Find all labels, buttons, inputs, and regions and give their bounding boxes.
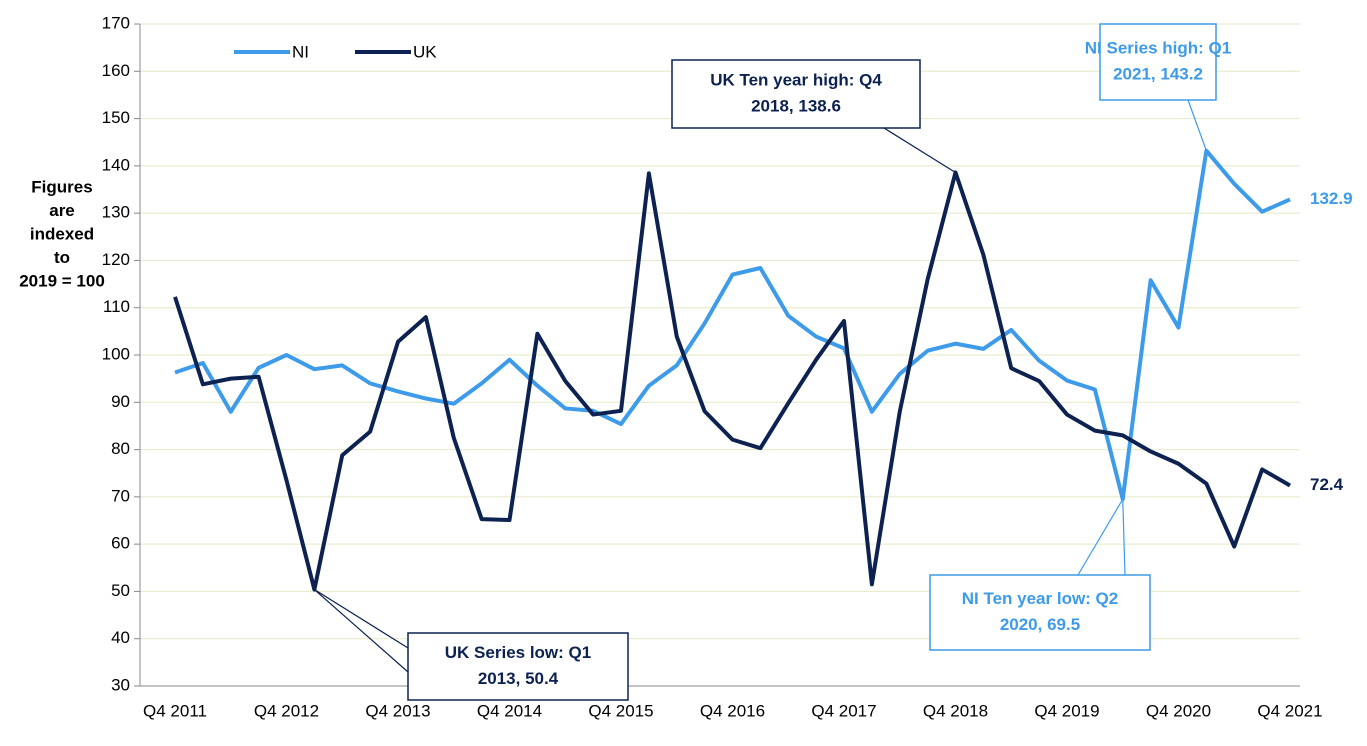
line-series (174, 148, 1291, 502)
y-tick-label: 90 (111, 392, 130, 411)
y-tick-label: 110 (103, 297, 130, 316)
annotation-leader (1077, 498, 1124, 576)
y-tick-label: 40 (111, 628, 130, 647)
y-axis-label: Figures (31, 177, 92, 196)
annotation-box (407, 632, 629, 701)
legend-label: NI (292, 42, 309, 61)
annotation-text: 2021, 143.2 (1113, 64, 1203, 83)
annotation-box (671, 59, 921, 129)
annotation-box (929, 574, 1151, 651)
y-tick-label: 140 (102, 155, 130, 174)
annotation-leader (883, 127, 956, 173)
y-tick-label: 60 (111, 534, 130, 553)
annotation-leader (313, 589, 409, 673)
y-axis-label: 2019 = 100 (19, 271, 105, 290)
legend-label: UK (413, 42, 437, 61)
annotation-text: NI Ten year low: Q2 (962, 589, 1119, 608)
end-label: 132.9 (1310, 189, 1353, 208)
x-tick-label: Q4 2013 (365, 701, 430, 720)
annotation-text: UK Ten year high: Q4 (710, 70, 882, 89)
y-tick-label: 100 (102, 344, 130, 363)
y-tick-label: 30 (111, 675, 130, 694)
x-tick-label: Q4 2020 (1146, 701, 1211, 720)
y-tick-label: 50 (111, 581, 130, 600)
y-tick-label: 120 (102, 250, 130, 269)
annotation-leader (314, 589, 409, 649)
y-tick-label: 160 (102, 61, 130, 80)
y-tick-label: 150 (102, 108, 130, 127)
x-tick-label: Q4 2011 (143, 701, 207, 720)
y-axis-label: are (49, 201, 75, 220)
y-tick-label: 70 (111, 486, 130, 505)
annotation-box (1099, 23, 1217, 101)
annotation-text: NI Series high: Q1 (1085, 38, 1231, 57)
y-tick-label: 170 (102, 13, 130, 32)
y-tick-label: 80 (111, 439, 130, 458)
y-tick-label: 130 (102, 203, 130, 222)
x-tick-label: Q4 2019 (1034, 701, 1099, 720)
y-axis-label: indexed (30, 224, 94, 243)
annotation-leader (1122, 499, 1126, 576)
annotation-text: 2020, 69.5 (1000, 615, 1080, 634)
line-series (173, 170, 1291, 592)
end-label: 72.4 (1310, 475, 1344, 494)
annotation-text: UK Series low: Q1 (445, 643, 591, 662)
annotation-text: 2018, 138.6 (751, 96, 841, 115)
y-axis-label: to (54, 248, 70, 267)
x-tick-label: Q4 2012 (254, 701, 319, 720)
annotation-leader (1187, 99, 1207, 151)
x-tick-label: Q4 2014 (477, 701, 542, 720)
x-tick-label: Q4 2017 (811, 701, 876, 720)
x-tick-label: Q4 2018 (923, 701, 988, 720)
annotation-text: 2013, 50.4 (478, 669, 559, 688)
x-tick-label: Q4 2016 (700, 701, 765, 720)
x-tick-label: Q4 2015 (588, 701, 653, 720)
x-tick-label: Q4 2021 (1257, 701, 1322, 720)
